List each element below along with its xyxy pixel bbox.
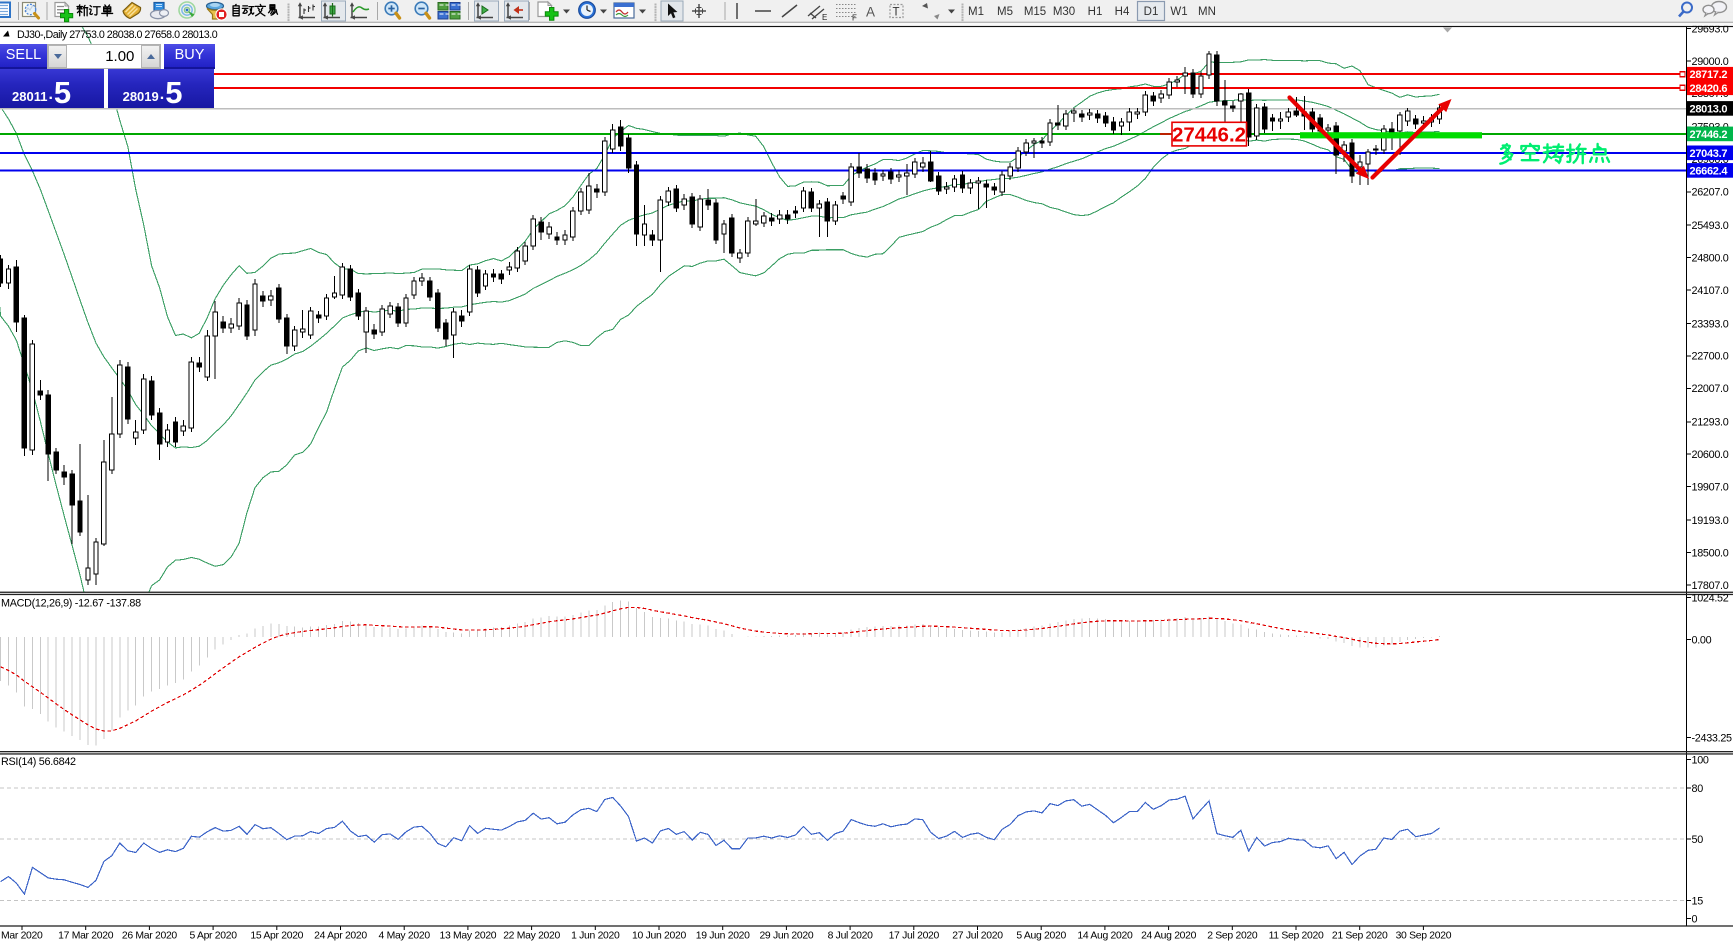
svg-text:1 Jun 2020: 1 Jun 2020 bbox=[571, 931, 620, 942]
svg-text:21293.0: 21293.0 bbox=[1692, 417, 1729, 429]
svg-text:19 Jun 2020: 19 Jun 2020 bbox=[696, 931, 750, 942]
svg-text:M1: M1 bbox=[968, 6, 984, 18]
svg-text:22700.0: 22700.0 bbox=[1692, 351, 1729, 363]
svg-text:F: F bbox=[852, 14, 857, 23]
svg-text:26207.0: 26207.0 bbox=[1692, 187, 1729, 199]
svg-text:0.00: 0.00 bbox=[1692, 634, 1712, 646]
svg-text:D1: D1 bbox=[1144, 6, 1159, 18]
svg-text:13 May 2020: 13 May 2020 bbox=[440, 931, 497, 942]
svg-text:27446.2: 27446.2 bbox=[1690, 129, 1728, 141]
svg-text:24107.0: 24107.0 bbox=[1692, 285, 1729, 297]
svg-text:27043.7: 27043.7 bbox=[1690, 148, 1728, 160]
svg-text:M5: M5 bbox=[997, 6, 1013, 18]
svg-text:MACD(12,26,9) -12.67 -137.88: MACD(12,26,9) -12.67 -137.88 bbox=[1, 598, 141, 610]
svg-text:28717.2: 28717.2 bbox=[1690, 69, 1728, 81]
svg-text:W1: W1 bbox=[1170, 6, 1187, 18]
svg-text:28420.6: 28420.6 bbox=[1690, 83, 1728, 95]
svg-text:22007.0: 22007.0 bbox=[1692, 383, 1729, 395]
svg-text:14 Aug 2020: 14 Aug 2020 bbox=[1077, 931, 1133, 942]
svg-text:23393.0: 23393.0 bbox=[1692, 318, 1729, 330]
svg-text:26 Mar 2020: 26 Mar 2020 bbox=[122, 931, 178, 942]
svg-text:0: 0 bbox=[1692, 913, 1698, 925]
svg-text:15: 15 bbox=[1692, 895, 1704, 907]
svg-text:1024.52: 1024.52 bbox=[1692, 592, 1729, 604]
svg-text:29000.0: 29000.0 bbox=[1692, 56, 1729, 68]
svg-text:19193.0: 19193.0 bbox=[1692, 515, 1729, 527]
svg-text:10 Jun 2020: 10 Jun 2020 bbox=[632, 931, 686, 942]
svg-text:MN: MN bbox=[1198, 6, 1216, 18]
svg-text:22 May 2020: 22 May 2020 bbox=[503, 931, 560, 942]
svg-text:17807.0: 17807.0 bbox=[1692, 580, 1729, 592]
svg-text:18500.0: 18500.0 bbox=[1692, 547, 1729, 559]
svg-text:8 Jul 2020: 8 Jul 2020 bbox=[828, 931, 873, 942]
svg-text:24 Aug 2020: 24 Aug 2020 bbox=[1141, 931, 1197, 942]
svg-text:80: 80 bbox=[1692, 783, 1704, 795]
svg-text:24 Apr 2020: 24 Apr 2020 bbox=[314, 931, 367, 942]
svg-text:28013.0: 28013.0 bbox=[1690, 103, 1728, 115]
svg-text:17 Jul 2020: 17 Jul 2020 bbox=[889, 931, 940, 942]
svg-text:Mar 2020: Mar 2020 bbox=[1, 931, 43, 942]
svg-text:11 Sep 2020: 11 Sep 2020 bbox=[1269, 931, 1324, 942]
svg-text:A: A bbox=[866, 5, 875, 20]
svg-text:20600.0: 20600.0 bbox=[1692, 449, 1729, 461]
svg-text:RSI(14) 56.6842: RSI(14) 56.6842 bbox=[1, 756, 76, 768]
svg-text:4 May 2020: 4 May 2020 bbox=[379, 931, 431, 942]
svg-text:15 Apr 2020: 15 Apr 2020 bbox=[250, 931, 303, 942]
svg-text:-2433.25: -2433.25 bbox=[1692, 732, 1733, 744]
svg-text:5 Aug 2020: 5 Aug 2020 bbox=[1016, 931, 1066, 942]
svg-text:50: 50 bbox=[1692, 834, 1704, 846]
svg-text:DJ30-,Daily 27753.0 28038.0 2: DJ30-,Daily 27753.0 28038.0 27658.0 2801… bbox=[17, 29, 218, 41]
svg-text:T: T bbox=[893, 7, 900, 19]
svg-text:M30: M30 bbox=[1053, 6, 1075, 18]
svg-text:2 Sep 2020: 2 Sep 2020 bbox=[1207, 931, 1258, 942]
svg-text:H1: H1 bbox=[1088, 6, 1103, 18]
svg-text:H4: H4 bbox=[1115, 6, 1130, 18]
svg-text:E: E bbox=[822, 13, 827, 22]
svg-text:27446.2: 27446.2 bbox=[1172, 124, 1246, 147]
svg-text:25493.0: 25493.0 bbox=[1692, 220, 1729, 232]
svg-text:24800.0: 24800.0 bbox=[1692, 252, 1729, 264]
svg-text:100: 100 bbox=[1692, 754, 1709, 766]
svg-text:27 Jul 2020: 27 Jul 2020 bbox=[952, 931, 1003, 942]
svg-text:5 Apr 2020: 5 Apr 2020 bbox=[189, 931, 237, 942]
svg-text:17 Mar 2020: 17 Mar 2020 bbox=[58, 931, 114, 942]
svg-text:M15: M15 bbox=[1024, 6, 1046, 18]
svg-text:29693.0: 29693.0 bbox=[1692, 23, 1729, 35]
svg-text:26662.4: 26662.4 bbox=[1690, 165, 1729, 177]
svg-text:29 Jun 2020: 29 Jun 2020 bbox=[759, 931, 813, 942]
svg-text:30 Sep 2020: 30 Sep 2020 bbox=[1396, 931, 1452, 942]
svg-text:19907.0: 19907.0 bbox=[1692, 482, 1729, 494]
svg-text:21 Sep 2020: 21 Sep 2020 bbox=[1332, 931, 1388, 942]
